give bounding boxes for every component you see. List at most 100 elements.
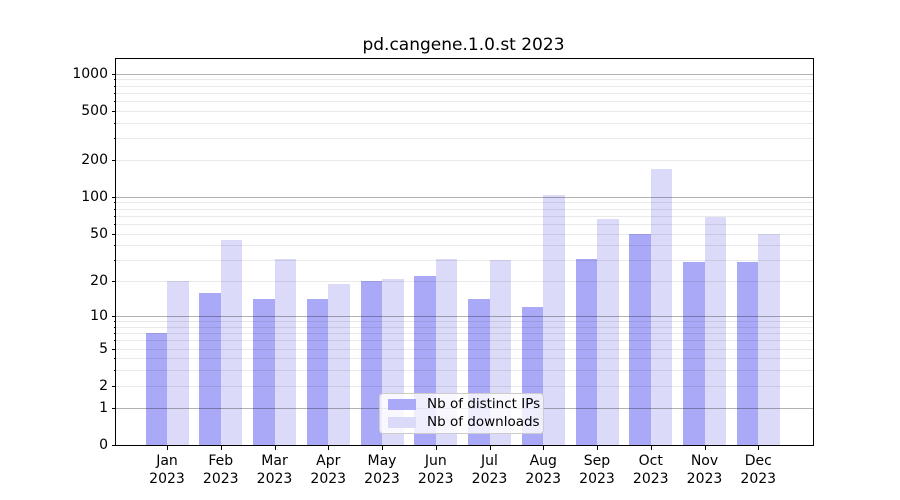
x-tick-label-may: May 2023 xyxy=(364,453,400,487)
gridline-minor xyxy=(116,215,813,217)
gridline-minor xyxy=(116,202,813,204)
y-minor-tick-mark xyxy=(114,92,116,94)
bar-downloads-aug xyxy=(543,194,565,445)
x-tick-mark xyxy=(650,446,652,450)
bar-distinct-ips-jan xyxy=(145,333,167,445)
gridline-minor xyxy=(116,340,813,342)
x-tick-mark xyxy=(167,446,168,450)
y-tick-mark xyxy=(112,385,116,387)
gridline-major xyxy=(116,316,813,318)
x-tick-mark xyxy=(489,446,491,450)
bar-downloads-jan xyxy=(167,281,189,445)
gridline-minor xyxy=(116,100,813,102)
gridline-minor xyxy=(116,326,813,328)
bar-distinct-ips-nov xyxy=(683,262,705,445)
y-minor-tick-mark xyxy=(114,326,116,328)
y-tick-label: 1000 xyxy=(72,65,108,82)
x-tick-label-jul: Jul 2023 xyxy=(471,453,508,487)
x-tick-mark xyxy=(704,446,706,450)
y-minor-tick-mark xyxy=(114,358,116,360)
gridline-minor xyxy=(116,333,813,335)
gridline-minor xyxy=(116,110,813,112)
legend-label-distinct-ips: Nb of distinct IPs xyxy=(427,396,541,412)
x-tick-mark xyxy=(597,446,598,450)
grid-layer xyxy=(116,59,813,445)
y-minor-tick-mark xyxy=(114,85,116,87)
y-minor-tick-mark xyxy=(114,333,116,335)
gridline-minor xyxy=(116,159,813,161)
x-tick-mark xyxy=(543,446,545,450)
gridline-minor xyxy=(116,370,813,372)
bar-downloads-mar xyxy=(274,258,296,445)
x-tick-label-sep: Sep 2023 xyxy=(579,453,615,487)
gridline-minor xyxy=(116,85,813,87)
x-tick-label-jun: Jun 2023 xyxy=(417,453,454,487)
bar-downloads-nov xyxy=(704,217,726,445)
bar-distinct-ips-oct xyxy=(629,233,651,445)
y-tick-mark xyxy=(112,233,116,235)
y-minor-tick-mark xyxy=(114,215,116,217)
y-minor-tick-mark xyxy=(114,370,116,372)
y-minor-tick-mark xyxy=(114,208,116,210)
y-minor-tick-mark xyxy=(114,138,116,140)
gridline-minor xyxy=(116,122,813,124)
y-tick-mark xyxy=(112,316,116,318)
y-tick-label: 500 xyxy=(81,102,108,119)
legend-item-distinct-ips: Nb of distinct IPs xyxy=(388,397,540,412)
y-minor-tick-mark xyxy=(114,100,116,102)
y-tick-mark xyxy=(112,159,116,161)
y-tick-mark xyxy=(112,110,116,112)
gridline-minor xyxy=(116,385,813,387)
bar-distinct-ips-sep xyxy=(575,258,597,445)
y-minor-tick-mark xyxy=(114,79,116,81)
gridline-minor xyxy=(116,233,813,235)
x-tick-mark xyxy=(328,446,330,450)
x-tick-mark xyxy=(220,446,222,450)
x-tick-label-mar: Mar 2023 xyxy=(256,453,293,487)
y-minor-tick-mark xyxy=(114,340,116,342)
y-tick-label: 0 xyxy=(99,437,108,453)
x-tick-mark xyxy=(758,446,760,450)
bar-distinct-ips-dec xyxy=(736,262,759,445)
y-minor-tick-mark xyxy=(114,223,116,225)
legend-item-downloads: Nb of downloads xyxy=(388,415,540,430)
plot-area: Nb of distinct IPs Nb of downloads xyxy=(115,58,814,446)
y-tick-mark xyxy=(112,407,116,409)
bar-downloads-sep xyxy=(597,218,619,445)
gridline-minor xyxy=(116,223,813,225)
x-tick-label-nov: Nov 2023 xyxy=(686,453,723,487)
gridline-major xyxy=(116,73,813,75)
bar-downloads-dec xyxy=(758,233,780,445)
gridline-minor xyxy=(116,138,813,140)
y-minor-tick-mark xyxy=(114,321,116,323)
y-tick-mark xyxy=(112,73,116,75)
y-tick-mark xyxy=(112,281,116,283)
y-tick-label: 50 xyxy=(90,225,108,242)
y-tick-label: 200 xyxy=(81,151,108,168)
y-tick-label: 1 xyxy=(99,399,108,416)
y-tick-label: 100 xyxy=(81,188,108,205)
legend: Nb of distinct IPs Nb of downloads xyxy=(379,393,544,434)
y-minor-tick-mark xyxy=(114,260,116,262)
y-tick-label: 10 xyxy=(90,308,108,325)
gridline-minor xyxy=(116,281,813,283)
legend-label-downloads: Nb of downloads xyxy=(427,414,540,430)
bar-distinct-ips-feb xyxy=(199,292,221,445)
bar-downloads-apr xyxy=(328,283,350,445)
gridline-minor xyxy=(116,348,813,350)
bar-distinct-ips-apr xyxy=(306,299,329,445)
x-tick-mark xyxy=(435,446,437,450)
gridline-minor xyxy=(116,321,813,323)
y-tick-label: 2 xyxy=(99,377,108,394)
gridline-minor xyxy=(116,79,813,81)
x-tick-label-dec: Dec 2023 xyxy=(740,453,777,487)
x-tick-mark xyxy=(274,446,276,450)
y-tick-label: 5 xyxy=(99,340,108,357)
x-tick-label-apr: Apr 2023 xyxy=(310,453,347,487)
x-tick-label-jan: Jan 2023 xyxy=(149,453,185,487)
gridline-minor xyxy=(116,245,813,247)
gridline-minor xyxy=(116,358,813,360)
bar-downloads-feb xyxy=(220,240,243,445)
y-minor-tick-mark xyxy=(114,122,116,124)
